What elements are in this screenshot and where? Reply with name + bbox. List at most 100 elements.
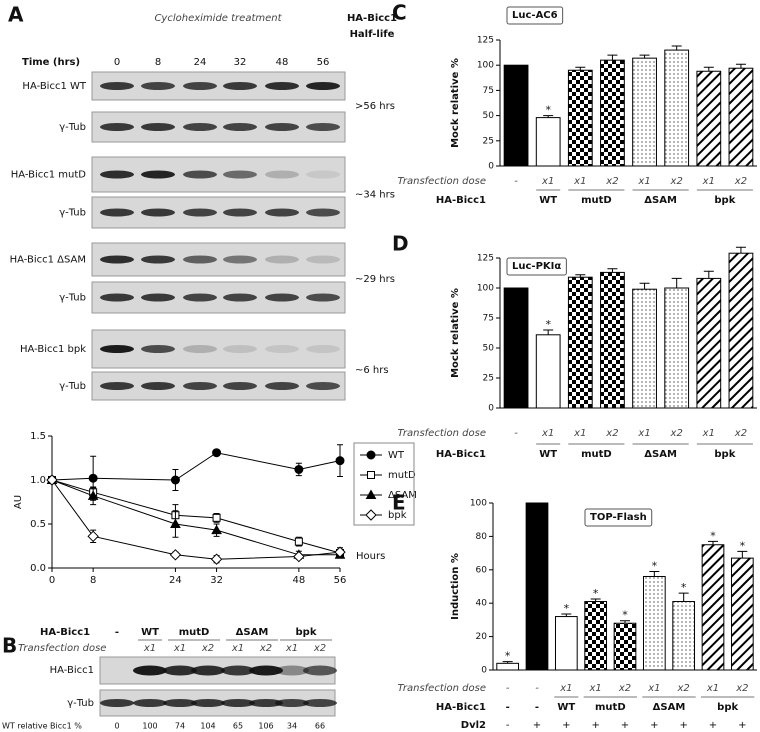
bar (600, 271, 625, 409)
point (335, 456, 345, 466)
title-box (506, 257, 567, 276)
time-tick: 8 (155, 57, 161, 68)
dvl-label: Dvl2 (461, 720, 486, 731)
bar (554, 616, 578, 671)
blot-band (265, 123, 299, 131)
blot (91, 71, 346, 101)
dose: x1 (173, 643, 186, 654)
quant-label: WT relative Bicc1 % (2, 722, 82, 731)
error-bar (620, 620, 630, 624)
quant-value: 104 (200, 722, 215, 731)
x-tick-label: x2 (670, 176, 683, 187)
time-tick: 0 (114, 57, 120, 68)
half-life: ~29 hrs (355, 274, 395, 285)
quant-value: 106 (258, 722, 273, 731)
blot-band (306, 123, 340, 131)
legend-marker (366, 450, 376, 460)
dvl-value: + (709, 720, 717, 731)
time-tick: 48 (276, 57, 289, 68)
error-bar (735, 246, 746, 254)
bar (567, 69, 593, 167)
point (87, 490, 99, 500)
y-tick-label: 0 (488, 404, 494, 414)
line (51, 479, 341, 560)
blot-row-label: γ-Tub (59, 293, 86, 304)
x-tick-label: x1 (541, 428, 554, 439)
time-tick: 56 (317, 57, 330, 68)
blot-band (306, 293, 340, 302)
blot-band (306, 255, 340, 264)
group-label: bpk (714, 195, 735, 206)
error-bar (649, 570, 660, 577)
bar (535, 117, 561, 167)
point (212, 513, 221, 522)
blot-band (223, 82, 257, 90)
blot-band (265, 345, 299, 353)
point (87, 530, 99, 543)
annotation: * (593, 587, 599, 600)
group-label: - (535, 702, 539, 713)
bar (696, 70, 722, 167)
group-label: WT (141, 627, 159, 638)
blot-band (183, 208, 217, 217)
x-tick-label: - (506, 683, 510, 694)
half-life: >56 hrs (355, 101, 395, 112)
blot (91, 371, 346, 401)
blot-band (223, 170, 257, 179)
blot-band (141, 123, 175, 131)
group-label: ΔSAM (644, 195, 677, 206)
bar (632, 288, 657, 409)
x-tick-label: x2 (734, 428, 747, 439)
point (170, 518, 181, 528)
bar (503, 64, 529, 167)
blot-band (275, 665, 309, 676)
group-label: WT (557, 702, 575, 713)
y-tick-label: 0 (481, 666, 487, 676)
point (211, 524, 222, 535)
x-tick-label: - (514, 428, 518, 439)
construct-label: HA-Bicc1 (436, 702, 486, 713)
dvl-value: + (591, 720, 599, 731)
error-bar (561, 613, 572, 617)
point (294, 537, 303, 546)
x-tick-label: x2 (677, 683, 690, 694)
legend-marker (365, 509, 377, 521)
blot-band (141, 208, 175, 217)
x-tick-label: 48 (292, 575, 305, 586)
blot-band (100, 382, 134, 390)
legend-box (353, 442, 415, 526)
y-tick-label: 1.5 (30, 431, 46, 442)
blot-band (265, 208, 299, 217)
blot-band (303, 699, 337, 707)
panel-letter: D (392, 232, 409, 256)
blot-band (265, 82, 299, 90)
title-box (584, 508, 653, 527)
bar (701, 544, 725, 671)
x-tick-label: x1 (647, 683, 660, 694)
blot-band (141, 345, 175, 353)
panel-letter: A (8, 3, 24, 27)
quant-value: 66 (315, 722, 325, 731)
point (210, 553, 223, 565)
group-label: ΔSAM (653, 702, 686, 713)
point (334, 546, 346, 558)
blot (91, 281, 346, 314)
line (51, 479, 341, 554)
x-tick-label: x1 (637, 428, 650, 439)
blot-band (100, 208, 134, 217)
y-tick-label: 0.0 (30, 563, 46, 574)
blot-band (265, 382, 299, 390)
blot-band (141, 255, 175, 264)
blot-band (265, 293, 299, 302)
blot (91, 196, 346, 229)
dvl-value: + (562, 720, 570, 731)
y-tick-label: 100 (477, 61, 494, 71)
blot-band (223, 293, 257, 302)
blot-band (223, 345, 257, 353)
blot-band (306, 170, 340, 179)
blot (91, 242, 346, 277)
bar (503, 287, 529, 409)
annotation: * (505, 650, 511, 663)
blot-band (183, 345, 217, 353)
y-axis-label: Induction % (450, 553, 461, 620)
